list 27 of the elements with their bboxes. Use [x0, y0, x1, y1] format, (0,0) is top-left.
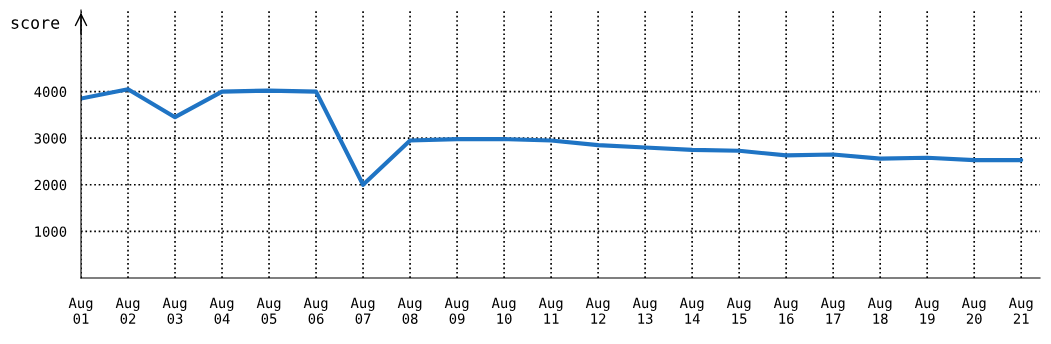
x-tick-label: Aug 03	[162, 297, 187, 324]
x-tick-label: Aug 12	[585, 297, 610, 324]
x-tick-label: Aug 15	[726, 297, 751, 324]
line-series	[81, 87, 1024, 187]
x-tick-label: Aug 07	[350, 297, 375, 324]
x-tick-label: Aug 02	[115, 297, 140, 324]
x-tick-label: Aug 18	[867, 297, 892, 324]
x-tick-label: Aug 01	[68, 297, 93, 324]
x-tick-label: Aug 17	[820, 297, 845, 324]
x-tick-label: Aug 04	[209, 297, 234, 324]
x-tick-label: Aug 08	[397, 297, 422, 324]
y-tick-label: 4000	[34, 86, 67, 98]
y-axis-title: score	[11, 19, 60, 29]
x-tick-label: Aug 11	[538, 297, 563, 324]
y-tick-label: 1000	[35, 226, 67, 237]
y-tick-label: 3000	[34, 133, 67, 144]
x-tick-label: Aug 05	[256, 297, 281, 324]
x-tick-label: Aug 19	[914, 297, 939, 324]
y-tick-label: 2000	[34, 179, 67, 191]
x-tick-label: Aug 06	[303, 297, 328, 324]
x-tick-label: Aug 10	[491, 297, 516, 324]
x-tick-label: Aug 16	[773, 297, 798, 324]
x-tick-label: Aug 14	[679, 297, 704, 324]
x-tick-label: Aug 20	[961, 297, 986, 324]
x-tick-label: Aug 13	[632, 297, 657, 324]
x-tick-label: Aug 09	[444, 297, 469, 324]
x-tick-label: Aug 21	[1008, 297, 1033, 324]
